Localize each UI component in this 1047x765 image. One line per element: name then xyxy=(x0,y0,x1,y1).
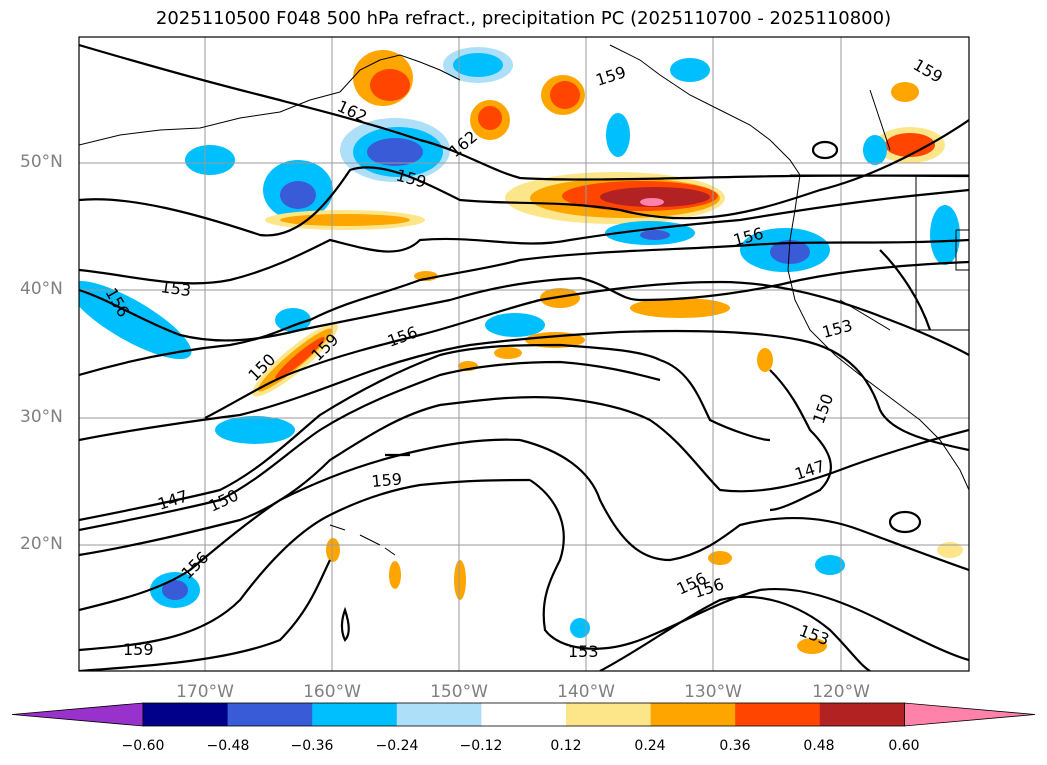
colorbar-tick: −0.12 xyxy=(459,738,503,754)
colorbar-tick: 0.60 xyxy=(888,738,920,754)
colorbar-tick: −0.60 xyxy=(121,738,165,754)
precip-shading xyxy=(79,47,963,654)
contour-label: 147 xyxy=(792,456,827,484)
colorbar-tick: 0.24 xyxy=(634,738,666,754)
contour-label: 153 xyxy=(568,642,599,661)
lon-label: 140°W xyxy=(557,682,615,702)
plot-area: 159 162 162 159 159 156 153 156 156 150 … xyxy=(79,37,969,671)
colorbar-tick: −0.48 xyxy=(206,738,250,754)
colorbar-segment xyxy=(312,703,398,726)
colorbar-tick: 0.12 xyxy=(550,738,582,754)
colorbar-tick: −0.24 xyxy=(375,738,419,754)
contour-label: 159 xyxy=(910,55,946,87)
contour-label: 153 xyxy=(159,277,192,300)
contour-label: 147 xyxy=(155,486,190,514)
lon-label: 120°W xyxy=(812,682,870,702)
contour-label: 153 xyxy=(820,316,854,342)
colorbar-tick: 0.48 xyxy=(803,738,835,754)
colorbar-segment xyxy=(566,703,652,726)
colorbar-segment xyxy=(819,703,905,726)
lat-label: 40°N xyxy=(20,279,63,299)
contour-label: 156 xyxy=(385,322,420,350)
lon-label: 170°W xyxy=(176,682,234,702)
lon-label: 150°W xyxy=(430,682,488,702)
lat-label: 20°N xyxy=(20,534,63,554)
colorbar-segment xyxy=(227,703,313,726)
contour-label: 159 xyxy=(371,469,403,491)
colorbar-segment xyxy=(481,703,567,726)
colorbar-segment xyxy=(735,703,821,726)
lon-label: 160°W xyxy=(303,682,361,702)
colorbar-extend-low xyxy=(11,702,144,727)
height-contours xyxy=(79,43,969,671)
colorbar-extend-high xyxy=(904,702,1036,727)
contour-label: 150 xyxy=(809,391,837,426)
lon-label: 130°W xyxy=(684,682,742,702)
colorbar-segment xyxy=(396,703,482,726)
map-title: 2025110500 F048 500 hPa refract., precip… xyxy=(155,8,892,29)
colorbar-frame xyxy=(142,702,905,727)
colorbar-tick: 0.36 xyxy=(719,738,751,754)
contour-label: 159 xyxy=(123,640,154,659)
plot-frame xyxy=(78,36,970,672)
graticule xyxy=(79,37,969,671)
colorbar-segment xyxy=(143,703,229,726)
lat-label: 50°N xyxy=(20,152,63,172)
contour-label: 159 xyxy=(593,62,628,90)
lat-label: 30°N xyxy=(20,407,63,427)
colorbar-segment xyxy=(650,703,736,726)
colorbar-tick: −0.36 xyxy=(290,738,334,754)
colorbar xyxy=(11,702,1036,727)
